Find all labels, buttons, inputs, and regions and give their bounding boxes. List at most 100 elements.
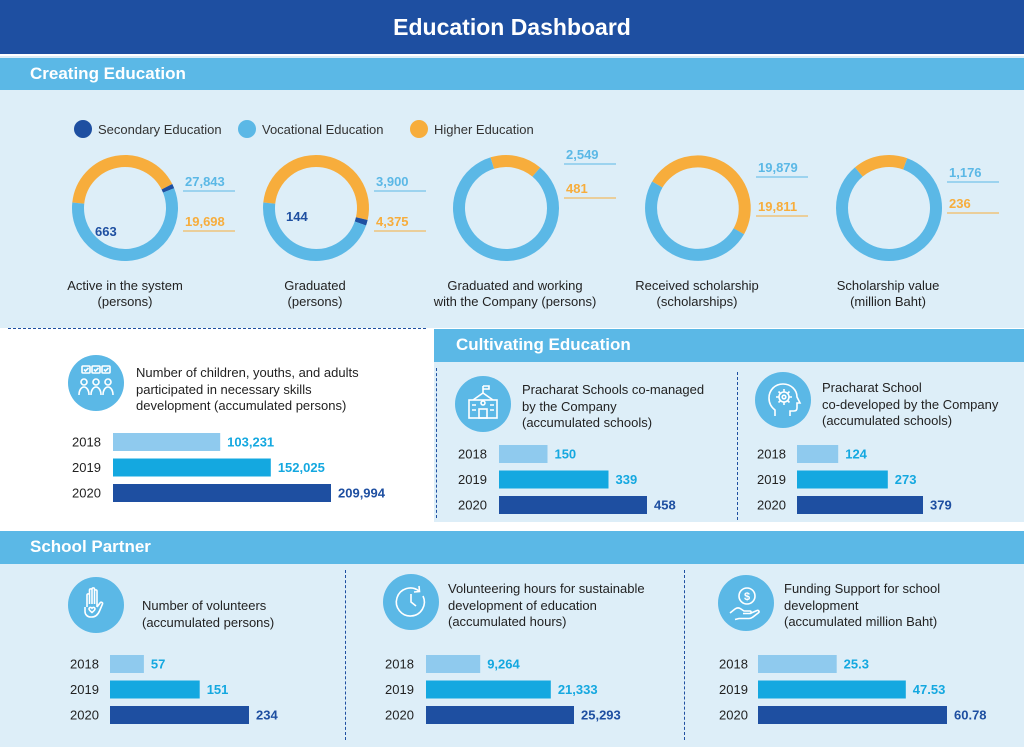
kpi-hours-title-line2: development of education (448, 597, 597, 613)
bar-chart-2-year-2019: 2019 (458, 472, 487, 487)
bar-chart-2-bar-2018 (499, 445, 548, 463)
bar-chart-2-value-2020: 458 (654, 498, 676, 513)
donut-2-label: Graduated (persons) (230, 278, 400, 310)
donut-2-value-vocational: 3,900 (376, 174, 409, 189)
donut-5-label: Scholarship value (million Baht) (803, 278, 973, 310)
donut-3-slice-higher (490, 155, 541, 177)
donut-1-label-line1: Active in the system (67, 278, 183, 293)
legend-higher-swatch (410, 120, 428, 138)
donut-4-slice-higher (652, 155, 751, 235)
donut-4-value-vocational: 19,879 (758, 160, 798, 175)
donut-1-slice-secondary (161, 184, 175, 193)
bar-chart-3-bar-2019 (797, 470, 888, 489)
bar-chart-5-year-2019: 2019 (385, 682, 414, 697)
skills-group-icon (68, 355, 124, 411)
donut-2-value-secondary: 144 (286, 209, 308, 224)
bar-chart-2-bar-2019 (499, 470, 609, 489)
bar-chart-5-bar-2018 (426, 655, 481, 673)
bar-chart-3-year-2019: 2019 (757, 472, 786, 487)
kpi-brain-title: Pracharat School co-developed by the Com… (822, 380, 1022, 430)
bar-chart-6-year-2020: 2020 (719, 708, 748, 723)
bar-chart-1-year-2018: 2018 (72, 435, 101, 450)
creating-heading: Creating Education (0, 58, 1024, 90)
kpi-hours-title-line3: (accumulated hours) (448, 614, 567, 629)
bar-chart-3-value-2018: 124 (845, 447, 867, 462)
bar-chart-2-value-2018: 150 (554, 447, 576, 462)
kpi-brain-title-line2: co-developed by the Company (822, 396, 999, 412)
bar-chart-4-value-2018: 57 (151, 657, 165, 672)
legend-higher-label: Higher Education (434, 121, 534, 137)
donut-1-value-vocational: 27,843 (185, 174, 225, 189)
donut-1-label-line2: (persons) (97, 294, 153, 309)
bar-chart-3-bar-2020 (797, 496, 923, 514)
bar-chart-6-value-2020: 60.78 (954, 708, 987, 723)
kpi-school-title-line2: by the Company (522, 398, 617, 414)
school-building-icon (455, 376, 511, 432)
bar-chart-3-year-2020: 2020 (757, 498, 786, 513)
kpi-skills-title-line2: participated in necessary skills (136, 381, 312, 397)
page-title: Education Dashboard (0, 0, 1024, 54)
kpi-funding-title-line1: Funding Support for school (784, 581, 941, 596)
bar-chart-4-value-2020: 234 (256, 708, 278, 723)
kpi-school-title-line1: Pracharat Schools co-managed (522, 382, 705, 397)
bar-chart-6-year-2019: 2019 (719, 682, 748, 697)
kpi-brain-title-line1: Pracharat School (822, 380, 922, 395)
bar-chart-6-year-2018: 2018 (719, 657, 748, 672)
bar-chart-5-value-2018: 9,264 (487, 657, 520, 672)
bar-chart-3-value-2020: 379 (930, 498, 952, 513)
donut-2-value-higher: 4,375 (376, 214, 409, 229)
bar-chart-1-bar-2020 (113, 484, 331, 502)
kpi-volunteers-title-line1: Number of volunteers (142, 598, 267, 613)
kpi-skills-title: Number of children, youths, and adults p… (136, 365, 396, 415)
bar-chart-3-year-2018: 2018 (757, 447, 786, 462)
bar-chart-4-bar-2019 (110, 680, 200, 699)
kpi-funding-title-line2: development (784, 597, 859, 613)
bar-chart-5-year-2018: 2018 (385, 657, 414, 672)
bar-chart-2-bar-2020 (499, 496, 647, 514)
kpi-brain-title-line3: (accumulated schools) (822, 413, 953, 428)
donut-1-slice-higher (72, 155, 173, 204)
donut-2-slice-vocational (263, 202, 367, 261)
partner-dashed-2 (684, 570, 685, 740)
bar-chart-1-bar-2018 (113, 433, 221, 451)
donut-4-value-higher: 19,811 (758, 199, 797, 214)
kpi-funding-title-line3: (accumulated million Baht) (784, 614, 938, 629)
bar-chart-3-bar-2018 (797, 445, 839, 463)
donut-3-slice-vocational (453, 157, 559, 261)
bar-chart-2-year-2018: 2018 (458, 447, 487, 462)
legend-secondary-swatch (74, 120, 92, 138)
partner-heading: School Partner (0, 531, 1024, 564)
bar-chart-4-year-2020: 2020 (70, 708, 99, 723)
bar-chart-1-year-2019: 2019 (72, 460, 101, 475)
bar-chart-6-value-2018: 25.3 (844, 657, 869, 672)
bar-chart-4-bar-2020 (110, 706, 249, 724)
donut-4-label-line1: Received scholarship (635, 278, 759, 293)
legend-vocational: Vocational Education (238, 120, 383, 138)
donut-1-slice-vocational (72, 188, 178, 261)
donut-3-label: Graduated and working with the Company (… (420, 278, 610, 310)
bar-chart-4-value-2019: 151 (207, 682, 229, 697)
cultivating-left-dashed (436, 368, 437, 518)
cultivating-heading: Cultivating Education (434, 329, 1024, 362)
bar-chart-6-value-2019: 47.53 (913, 682, 946, 697)
hand-coin-icon: $ (718, 575, 774, 631)
donut-3-label-line1: Graduated and working (447, 278, 583, 293)
bar-chart-3-value-2019: 273 (895, 472, 917, 487)
kpi-funding-title: Funding Support for school development (… (784, 581, 1014, 631)
bar-chart-5-value-2019: 21,333 (558, 682, 598, 697)
bar-chart-4-year-2018: 2018 (70, 657, 99, 672)
bar-chart-1-year-2020: 2020 (72, 486, 101, 501)
donut-5-label-line1: Scholarship value (836, 278, 940, 293)
bar-chart-1-bar-2019 (113, 458, 271, 477)
svg-text:$: $ (744, 591, 750, 603)
donut-3-value-vocational: 2,549 (566, 147, 599, 162)
kpi-hours-title: Volunteering hours for sustainable devel… (448, 581, 678, 631)
donut-2-label-line2: (persons) (287, 294, 343, 309)
partner-dashed-1 (345, 570, 346, 740)
donut-5-label-line2: (million Baht) (850, 294, 926, 309)
donut-3-label-line2: with the Company (persons) (433, 294, 597, 309)
bar-chart-5-bar-2019 (426, 680, 551, 699)
donut-3-value-higher: 481 (566, 181, 588, 196)
donut-5-value-higher: 236 (949, 196, 971, 211)
